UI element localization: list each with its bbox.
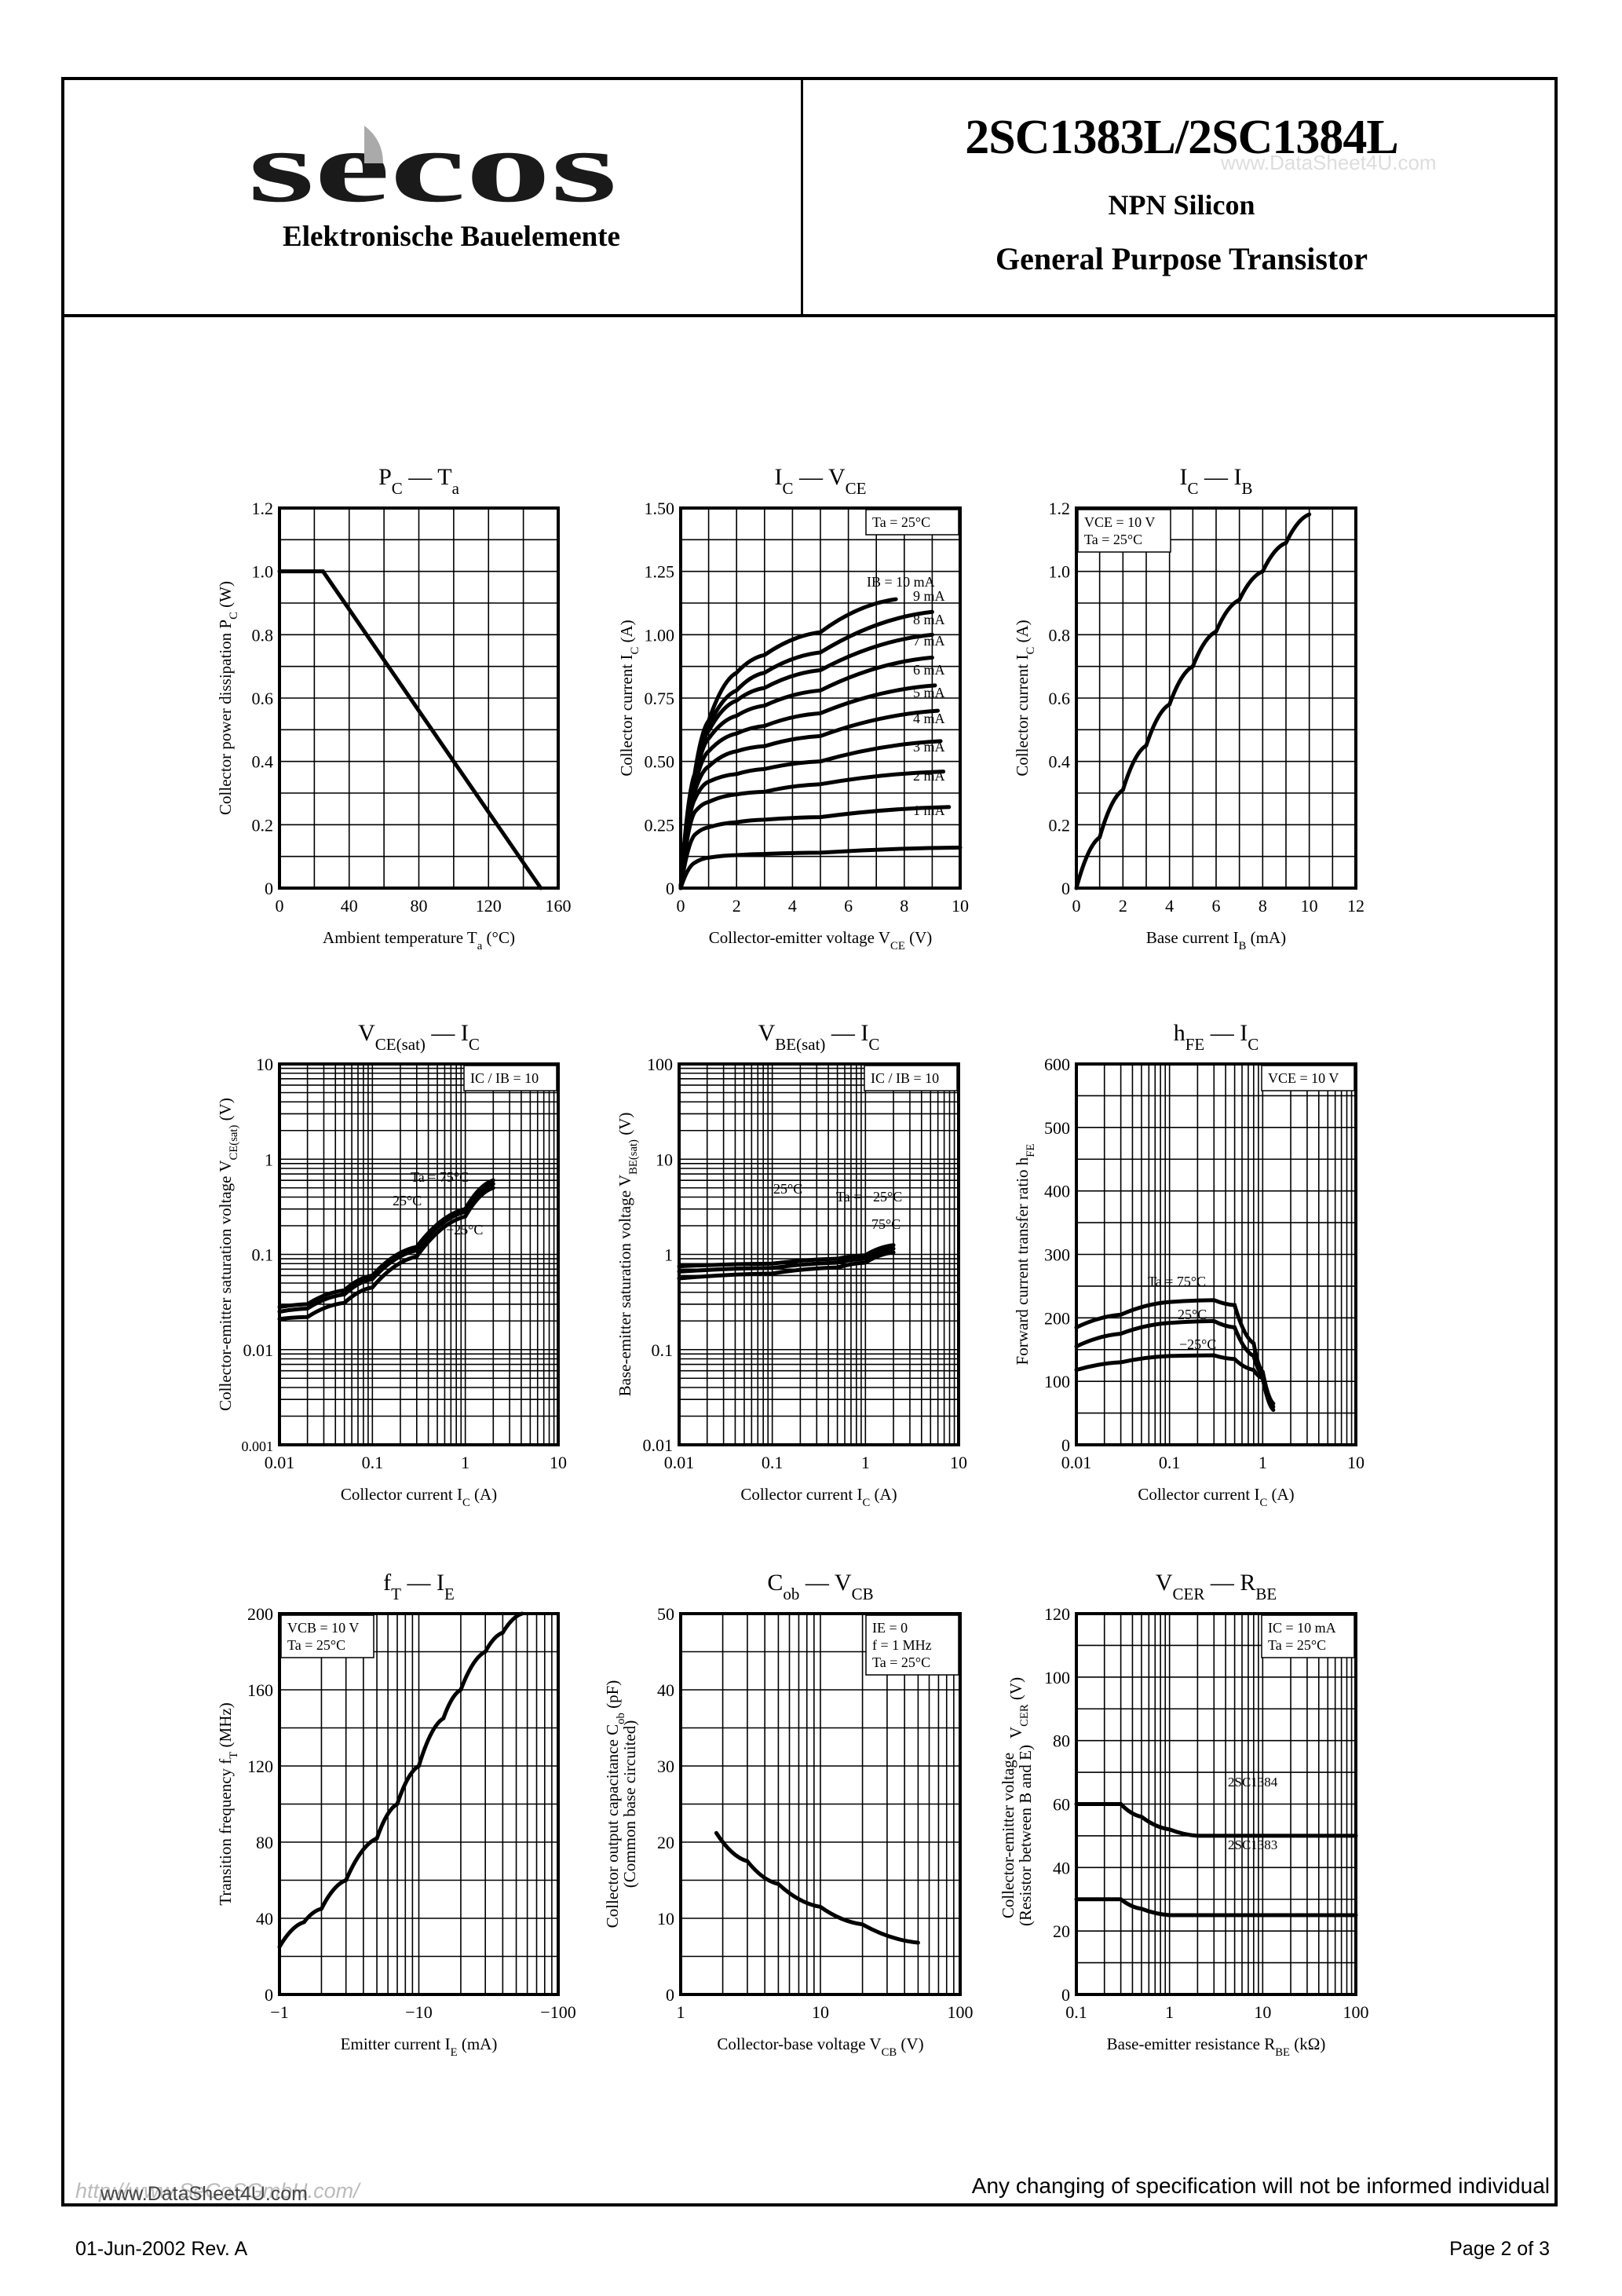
header-row [61, 77, 1558, 317]
part-number-title: 2SC1383L/2SC1384L [965, 111, 1398, 164]
watermark: www.DataSheet4U.com [1221, 151, 1437, 174]
device-description: General Purpose Transistor [995, 241, 1368, 276]
date-revision: 01-Jun-2002 Rev. A [75, 2238, 248, 2260]
page-frame [61, 77, 1558, 2206]
header-divider [801, 77, 803, 317]
svg-text:secos: secos [248, 126, 617, 212]
secos-logo: secos [248, 126, 617, 212]
company-name: Elektronische Bauelemente [283, 221, 620, 253]
page-number: Page 2 of 3 [1449, 2238, 1550, 2260]
footer-url-overlay: www.DataSheet4U.com [100, 2183, 309, 2205]
device-type: NPN Silicon [1108, 189, 1255, 221]
footer-notice: Any changing of specification will not b… [971, 2174, 1550, 2198]
footer-url-watermark: http://www.SeCoSGmbH.com/ [75, 2179, 360, 2203]
